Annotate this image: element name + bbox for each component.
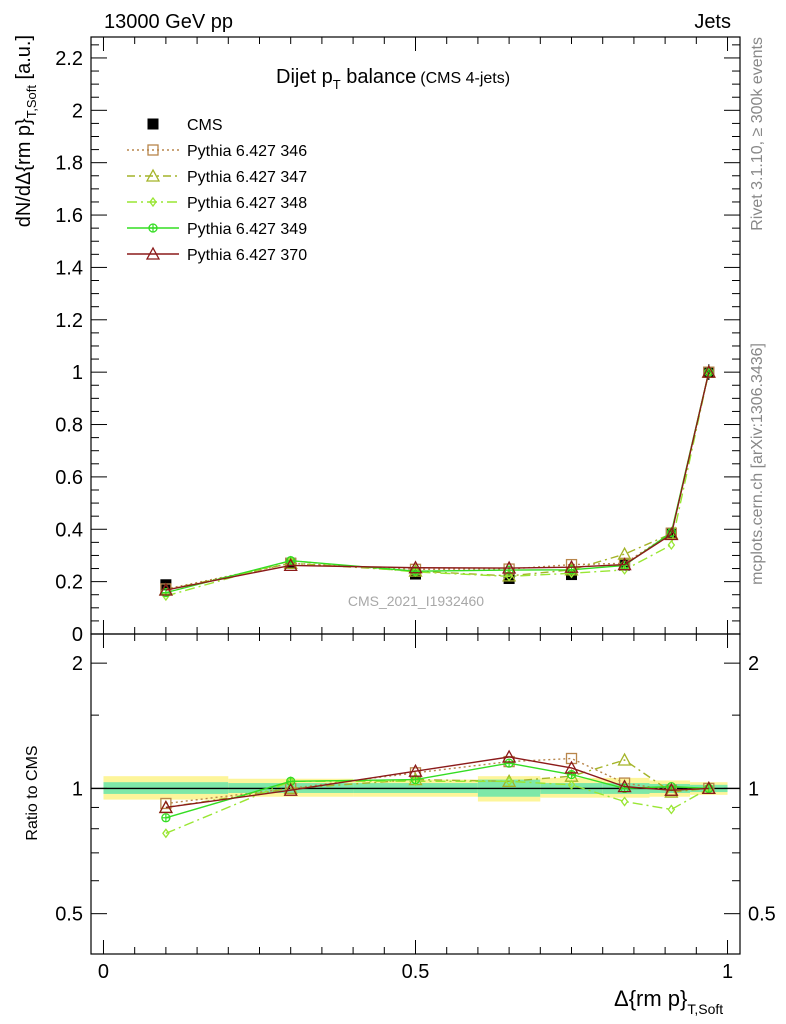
ratio-point-p348 [667, 804, 676, 815]
x-tick-label: 0.5 [402, 961, 430, 983]
ratio-point-p370 [408, 763, 423, 777]
plot-title-small: (CMS 4-jets) [420, 70, 510, 87]
ratio-y-tick-label-right: 0.5 [748, 904, 776, 926]
main-y-tick-label: 1.2 [55, 310, 83, 332]
x-tick-label: 1 [722, 961, 733, 983]
plot-title-main: Dijet p [276, 66, 333, 88]
main-y-tick-label: 1 [72, 362, 83, 384]
x-axis-label-text: Δ{rm p} [614, 986, 687, 1011]
ratio-y-axis-label: Ratio to CMS [24, 745, 41, 840]
main-y-tick-label: 2 [72, 100, 83, 122]
ratio-line-p348 [165, 780, 710, 834]
legend-label-CMS: CMS [187, 117, 223, 134]
main-line-p347 [165, 371, 710, 591]
ratio-point-p370 [664, 782, 679, 796]
ratio-point-p347 [617, 752, 632, 766]
analysis-watermark: CMS_2021_I1932460 [348, 593, 484, 609]
x-tick-label: 0 [98, 961, 109, 983]
ratio-line-p370 [165, 756, 709, 809]
ratio-point-p348 [567, 779, 576, 790]
ratio-point-p370 [617, 779, 632, 793]
main-y-tick-label: 1.6 [55, 205, 83, 227]
main-y-tick-label: 1.8 [55, 153, 83, 175]
main-point-p370 [617, 557, 632, 571]
header-right: Jets [694, 11, 731, 33]
legend-label-p370: Pythia 6.427 370 [187, 247, 307, 264]
ratio-point-p348 [505, 776, 513, 787]
ratio-y-tick-label: 1 [72, 778, 83, 800]
legend-marker-cms [147, 118, 159, 130]
ratio-panel: 0 0.5 1 0.5 0.5 1 1 2 2 [55, 633, 776, 983]
ratio-point-p347 [664, 784, 679, 798]
legend: CMS Pythia 6.427 346 Pythia 6.427 347 Pythi… [127, 117, 307, 264]
ratio-point-p370 [701, 781, 716, 795]
x-axis-label: Δ{rm p}T,Soft [614, 986, 723, 1017]
main-y-tick-label: 0 [72, 624, 83, 646]
ratio-point-p347 [283, 781, 298, 795]
main-line-p348 [165, 372, 710, 597]
legend-marker-p370 [145, 246, 161, 260]
main-y-tick-label: 0.4 [55, 519, 83, 541]
main-line-p370 [165, 372, 710, 591]
main-line-p346 [165, 371, 710, 590]
ratio-point-p370 [283, 782, 298, 796]
main-y-tick-label: 2.2 [55, 48, 83, 70]
plot-title-sub: T [333, 77, 341, 92]
main-point-p370 [408, 560, 423, 574]
legend-label-p349: Pythia 6.427 349 [187, 221, 307, 238]
main-y-axis-label: dN/dΔ{rm p}T,Soft [a.u.] [13, 35, 39, 227]
side-label-rivet: Rivet 3.1.10, ≥ 300k events [749, 37, 766, 231]
main-point-p348 [505, 571, 513, 582]
main-point-p370 [664, 527, 679, 541]
legend-marker-p347 [145, 168, 161, 182]
legend-marker-p346 [147, 144, 159, 156]
ratio-point-p348 [162, 828, 170, 839]
main-point-p370 [701, 364, 716, 378]
ratio-point-p370 [564, 760, 579, 774]
ratio-point-p348 [620, 796, 629, 807]
main-point-p348 [667, 539, 676, 551]
x-axis-label-sub: T,Soft [687, 1001, 723, 1017]
legend-marker-p348 [149, 196, 157, 208]
main-point-p370 [158, 582, 173, 596]
main-line-p349 [165, 371, 710, 594]
side-label-mcplots: mcplots.cern.ch [arXiv:1306.3436] [749, 343, 766, 585]
legend-label-p347: Pythia 6.427 347 [187, 169, 307, 186]
main-y-tick-label: 0.6 [55, 467, 83, 489]
main-point-p370 [283, 558, 298, 572]
main-point-p370 [564, 559, 579, 573]
main-panel: 0 0.2 0.4 0.6 0.8 1 1.2 1.4 1.6 1.8 2 2.2 [55, 36, 741, 646]
main-y-axis-label-sub: T,Soft [24, 85, 39, 119]
legend-label-p348: Pythia 6.427 348 [187, 195, 307, 212]
main-y-axis-label-text: dN/dΔ{rm p} [13, 118, 35, 227]
main-y-tick-label: 0.8 [55, 415, 83, 437]
plot-title: Dijet pT balance (CMS 4-jets) [276, 66, 510, 92]
main-y-tick-label: 1.4 [55, 257, 83, 279]
ratio-point-p370 [502, 749, 517, 763]
ratio-y-tick-label-right: 1 [748, 778, 759, 800]
main-y-axis-label-unit: [a.u.] [13, 35, 35, 85]
plot-title-rest: balance [341, 66, 417, 88]
main-y-tick-label: 0.2 [55, 572, 83, 594]
main-point-p370 [502, 560, 517, 574]
ratio-point-p346 [565, 752, 578, 765]
ratio-point-p346 [160, 797, 172, 810]
ratio-y-tick-label-right: 2 [748, 653, 759, 675]
header-left: 13000 GeV pp [104, 11, 233, 33]
ratio-line-p349 [165, 762, 709, 819]
ratio-y-tick-label: 0.5 [55, 904, 83, 926]
ratio-y-tick-label: 2 [72, 653, 83, 675]
ratio-point-p370 [158, 800, 173, 814]
legend-label-p346: Pythia 6.427 346 [187, 143, 307, 160]
